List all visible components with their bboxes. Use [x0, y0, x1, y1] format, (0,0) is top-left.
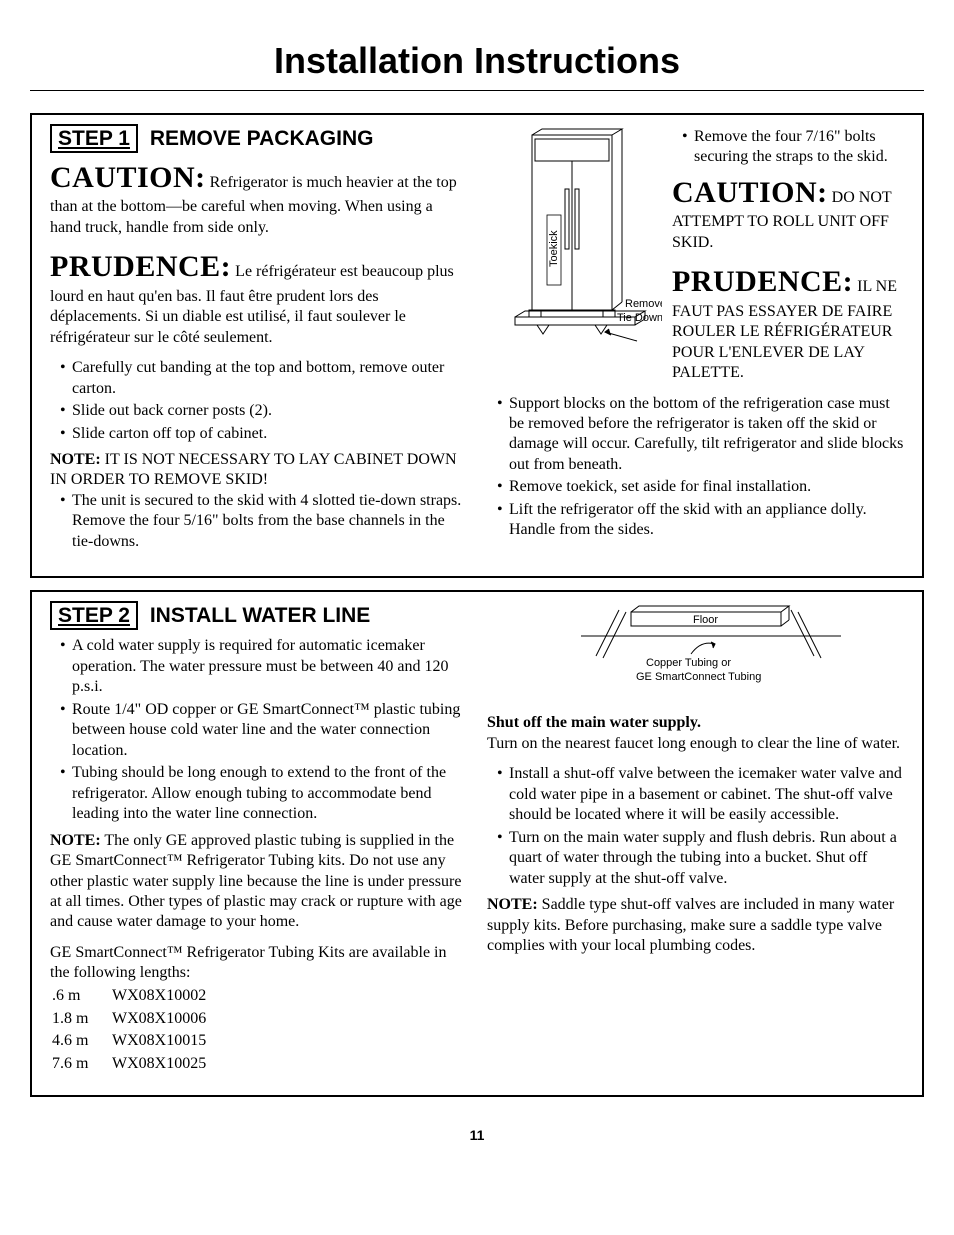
- step1-heading: REMOVE PACKAGING: [144, 127, 373, 150]
- note-label: NOTE:: [50, 832, 101, 849]
- step2-left-column: STEP 2 INSTALL WATER LINE A cold water s…: [50, 604, 467, 1077]
- step1-left-column: STEP 1 REMOVE PACKAGING CAUTION: Refrige…: [50, 127, 467, 558]
- table-row: .6 mWX08X10002: [52, 986, 206, 1007]
- list-item: Lift the refrigerator off the skid with …: [497, 500, 904, 541]
- kit-part: WX08X10025: [112, 1054, 206, 1075]
- list-item: Route 1/4" OD copper or GE SmartConnect™…: [60, 700, 467, 761]
- table-row: 7.6 mWX08X10025: [52, 1054, 206, 1075]
- tiedowns-label: Tie Downs: [617, 312, 662, 324]
- step1-right-column: Toekick Remove Tie Downs Remove the four…: [487, 127, 904, 558]
- step2-section: STEP 2 INSTALL WATER LINE A cold water s…: [30, 590, 924, 1097]
- step2-note2: NOTE: Saddle type shut-off valves are in…: [487, 895, 904, 956]
- list-item: The unit is secured to the skid with 4 s…: [60, 491, 467, 552]
- shutoff-bold: Shut off the main water supply.: [487, 714, 701, 731]
- list-item: Slide out back corner posts (2).: [60, 401, 467, 421]
- list-item: Remove the four 7/16" bolts securing the…: [682, 127, 904, 168]
- kit-length: 1.8 m: [52, 1009, 110, 1030]
- note2-text: Saddle type shut-off valves are included…: [487, 896, 894, 954]
- step1-note1: NOTE: IT IS NOT NECESSARY TO LAY CABINET…: [50, 450, 467, 491]
- kit-length: 4.6 m: [52, 1031, 110, 1052]
- step1-bullets-b: The unit is secured to the skid with 4 s…: [50, 491, 467, 552]
- floor-tubing-diagram: Floor Copper Tubing or GE SmartConnect T…: [541, 604, 851, 699]
- tubing-kits-table: .6 mWX08X10002 1.8 mWX08X10006 4.6 mWX08…: [50, 984, 208, 1077]
- floor-label: Floor: [693, 614, 718, 626]
- step2-note: NOTE: The only GE approved plastic tubin…: [50, 831, 467, 933]
- shutoff-para: Turn on the nearest faucet long enough t…: [487, 734, 904, 754]
- list-item: Slide carton off top of cabinet.: [60, 424, 467, 444]
- step2-heading: INSTALL WATER LINE: [144, 604, 370, 627]
- step2-header: STEP 2 INSTALL WATER LINE: [50, 604, 467, 628]
- kit-part: WX08X10006: [112, 1009, 206, 1030]
- toekick-label: Toekick: [548, 230, 560, 267]
- shutoff-heading: Shut off the main water supply.: [487, 713, 904, 733]
- step1-prudence-fr: PRUDENCE: Le réfrigérateur est beaucoup …: [50, 248, 467, 348]
- page-number: 11: [30, 1127, 924, 1143]
- note-text: The only GE approved plastic tubing is s…: [50, 832, 462, 931]
- kit-part: WX08X10002: [112, 986, 206, 1007]
- caution-word: CAUTION:: [672, 176, 828, 209]
- table-row: 1.8 mWX08X10006: [52, 1009, 206, 1030]
- step1-prudence2: PRUDENCE: IL NE FAUT PAS ESSAYER DE FAIR…: [672, 263, 904, 383]
- list-item: Install a shut-off valve between the ice…: [497, 764, 904, 825]
- kit-length: 7.6 m: [52, 1054, 110, 1075]
- list-item: Remove toekick, set aside for final inst…: [497, 477, 904, 497]
- list-item: Turn on the main water supply and flush …: [497, 828, 904, 889]
- list-item: A cold water supply is required for auto…: [60, 636, 467, 697]
- list-item: Tubing should be long enough to extend t…: [60, 763, 467, 824]
- step1-section: STEP 1 REMOVE PACKAGING CAUTION: Refrige…: [30, 113, 924, 578]
- step1-label: STEP 1: [50, 124, 138, 153]
- list-item: Carefully cut banding at the top and bot…: [60, 358, 467, 399]
- tubing-label-2: GE SmartConnect Tubing: [636, 671, 761, 683]
- note-text: IT IS NOT NECESSARY TO LAY CABINET DOWN …: [50, 451, 457, 488]
- step1-right-bullets-a: Remove the four 7/16" bolts securing the…: [672, 127, 904, 168]
- step2-bullets-a: A cold water supply is required for auto…: [50, 636, 467, 824]
- page-title: Installation Instructions: [30, 40, 924, 91]
- prudence-word: PRUDENCE:: [672, 265, 853, 298]
- refrigerator-skid-diagram: Toekick Remove Tie Downs: [487, 127, 662, 352]
- step1-bullets-a: Carefully cut banding at the top and bot…: [50, 358, 467, 444]
- remove-label: Remove: [625, 298, 662, 310]
- step1-right-bullets-b: Support blocks on the bottom of the refr…: [487, 394, 904, 541]
- prudence-word: PRUDENCE:: [50, 250, 231, 283]
- kits-intro: GE SmartConnect™ Refrigerator Tubing Kit…: [50, 943, 467, 984]
- step2-label: STEP 2: [50, 601, 138, 630]
- list-item: Support blocks on the bottom of the refr…: [497, 394, 904, 476]
- kit-part: WX08X10015: [112, 1031, 206, 1052]
- kit-length: .6 m: [52, 986, 110, 1007]
- step1-caution2: CAUTION: DO NOT ATTEMPT TO ROLL UNIT OFF…: [672, 174, 904, 253]
- note-label: NOTE:: [487, 896, 538, 913]
- step2-bullets-b: Install a shut-off valve between the ice…: [487, 764, 904, 889]
- note-label: NOTE:: [50, 451, 101, 468]
- step1-caution-en: CAUTION: Refrigerator is much heavier at…: [50, 159, 467, 238]
- caution-word: CAUTION:: [50, 161, 206, 194]
- table-row: 4.6 mWX08X10015: [52, 1031, 206, 1052]
- step2-right-column: Floor Copper Tubing or GE SmartConnect T…: [487, 604, 904, 1077]
- tubing-label-1: Copper Tubing or: [646, 657, 731, 669]
- step1-header: STEP 1 REMOVE PACKAGING: [50, 127, 467, 151]
